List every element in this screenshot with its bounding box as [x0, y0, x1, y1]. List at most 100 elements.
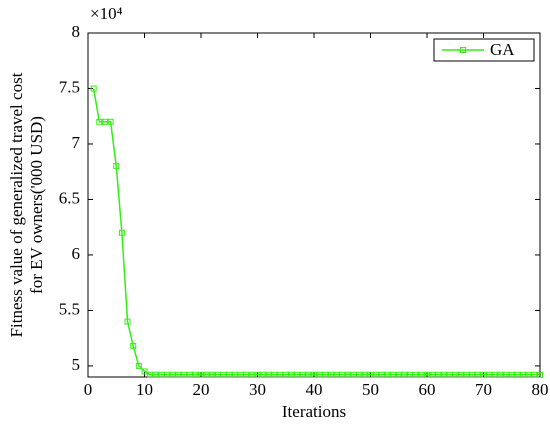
data-point	[186, 371, 193, 378]
data-point	[508, 371, 515, 378]
data-point	[260, 371, 267, 378]
data-point	[152, 371, 159, 378]
data-point	[356, 371, 363, 378]
data-point	[164, 371, 171, 378]
data-point	[220, 371, 227, 378]
y-tick-label: 5.5	[59, 299, 80, 318]
data-point	[327, 371, 334, 378]
data-point	[90, 85, 97, 92]
data-point	[277, 371, 284, 378]
data-point	[124, 318, 131, 325]
data-point	[457, 371, 464, 378]
data-point	[503, 371, 510, 378]
plot-area	[87, 32, 541, 378]
data-point	[305, 371, 312, 378]
data-point	[209, 371, 216, 378]
data-point	[96, 118, 103, 125]
data-point	[107, 118, 114, 125]
data-point	[497, 371, 504, 378]
data-point	[226, 371, 233, 378]
data-point	[491, 371, 498, 378]
data-point	[316, 371, 323, 378]
data-point	[322, 371, 329, 378]
data-point	[469, 371, 476, 378]
data-point	[158, 371, 165, 378]
data-point	[429, 371, 436, 378]
x-tick-label: 10	[136, 380, 153, 399]
data-point	[248, 371, 255, 378]
axis-multiplier: ×10⁴	[90, 4, 123, 23]
data-point	[537, 371, 543, 378]
data-point	[463, 371, 470, 378]
data-point	[254, 371, 261, 378]
data-point	[378, 371, 385, 378]
data-point	[299, 371, 306, 378]
data-point	[344, 371, 351, 378]
data-point	[384, 371, 391, 378]
data-point	[265, 371, 272, 378]
data-point	[474, 371, 481, 378]
x-tick-label: 0	[84, 380, 93, 399]
data-point	[113, 163, 120, 170]
data-point	[407, 371, 414, 378]
data-point	[169, 371, 176, 378]
data-point	[203, 371, 210, 378]
x-axis-label: Iterations	[282, 402, 346, 421]
y-tick-label: 6	[72, 244, 81, 263]
x-tick-label: 40	[306, 380, 323, 399]
data-point	[198, 371, 204, 378]
data-point	[480, 371, 487, 378]
data-point	[373, 371, 380, 378]
data-point	[401, 371, 408, 378]
data-point	[214, 371, 221, 378]
data-point	[231, 371, 238, 378]
data-point	[135, 362, 142, 369]
data-point	[288, 371, 295, 378]
data-point	[192, 371, 199, 378]
legend-marker	[460, 47, 466, 53]
data-point	[446, 371, 453, 378]
data-point	[424, 371, 430, 378]
data-point	[141, 368, 148, 375]
legend-label: GA	[490, 40, 515, 59]
x-tick-label: 70	[475, 380, 492, 399]
y-tick-label: 5	[72, 355, 81, 374]
x-tick-label: 60	[419, 380, 436, 399]
data-point	[367, 371, 374, 378]
data-point	[271, 371, 278, 378]
data-point	[514, 371, 521, 378]
data-point	[311, 371, 317, 378]
data-point	[294, 371, 301, 378]
data-point	[130, 342, 137, 349]
data-point	[520, 371, 527, 378]
y-axis-label: for EV owners('000 USD)	[27, 116, 46, 294]
y-tick-label: 7.5	[59, 77, 80, 96]
data-point	[350, 371, 357, 378]
x-tick-label: 20	[193, 380, 210, 399]
data-point	[418, 371, 425, 378]
x-tick-label: 80	[532, 380, 549, 399]
data-point	[412, 371, 419, 378]
data-point	[452, 371, 459, 378]
data-point	[440, 371, 447, 378]
data-point	[243, 371, 250, 378]
data-point	[282, 371, 289, 378]
data-point	[181, 371, 188, 378]
data-point	[435, 371, 442, 378]
data-point	[147, 371, 154, 378]
data-point	[395, 371, 402, 378]
data-point	[118, 229, 125, 236]
y-axis-label: Fitness value of generalized travel cost	[7, 72, 26, 337]
x-tick-label: 50	[362, 380, 379, 399]
data-point	[333, 371, 340, 378]
x-tick-label: 30	[249, 380, 266, 399]
data-point	[390, 371, 397, 378]
data-point	[339, 371, 346, 378]
y-tick-label: 6.5	[59, 188, 80, 207]
data-point	[525, 371, 532, 378]
data-point	[361, 371, 368, 378]
y-tick-label: 8	[72, 22, 81, 41]
y-tick-label: 7	[72, 133, 81, 152]
data-point	[237, 371, 244, 378]
